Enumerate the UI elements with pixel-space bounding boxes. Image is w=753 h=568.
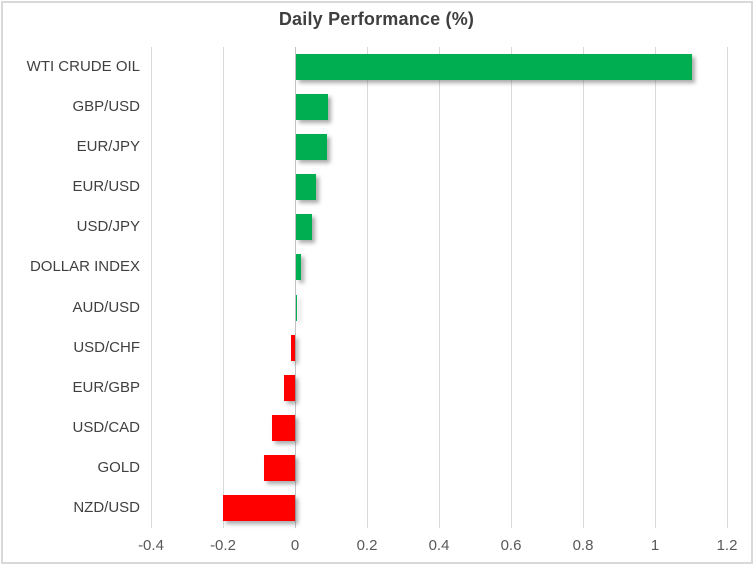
category-label: EUR/USD	[72, 178, 140, 195]
bar-usd-cad	[272, 415, 295, 441]
x-tick-label: 0.8	[572, 537, 594, 554]
bar-usd-jpy	[296, 214, 312, 240]
zero-axis-line	[295, 47, 296, 528]
x-tick-label: 0.6	[500, 537, 522, 554]
category-label: GOLD	[97, 459, 140, 476]
category-label: AUD/USD	[72, 299, 140, 316]
category-label: GBP/USD	[72, 98, 140, 115]
chart-title: Daily Performance (%)	[278, 9, 475, 29]
gridline	[655, 47, 656, 528]
x-tick-label: 0.2	[356, 537, 378, 554]
x-tick-label: 0.4	[428, 537, 450, 554]
bar-gold	[264, 455, 295, 481]
category-label: EUR/JPY	[76, 138, 140, 155]
category-label: NZD/USD	[73, 499, 140, 516]
bar-usd-chf	[291, 335, 295, 361]
x-tick-label: -0.4	[138, 537, 164, 554]
bar-eur-gbp	[284, 375, 295, 401]
bar-wti-crude-oil	[296, 54, 692, 80]
x-tick-label: 1.2	[716, 537, 738, 554]
gridline	[151, 47, 152, 528]
x-tick-label: -0.2	[210, 537, 236, 554]
bar-eur-usd	[296, 174, 316, 200]
gridline	[727, 47, 728, 528]
gridline	[223, 47, 224, 528]
gridline	[511, 47, 512, 528]
gridline	[439, 47, 440, 528]
category-label: USD/JPY	[76, 218, 140, 235]
category-label: WTI CRUDE OIL	[26, 58, 140, 75]
x-tick-label: 0	[290, 537, 300, 554]
category-label: EUR/GBP	[72, 379, 140, 396]
gridline	[583, 47, 584, 528]
bar-dollar-index	[296, 254, 301, 280]
bar-eur-jpy	[296, 134, 327, 160]
bar-gbp-usd	[296, 94, 328, 120]
gridline	[367, 47, 368, 528]
bar-nzd-usd	[223, 495, 295, 521]
category-label: USD/CHF	[73, 339, 140, 356]
category-label: DOLLAR INDEX	[29, 258, 140, 275]
x-tick-label: 1	[650, 537, 660, 554]
category-label: USD/CAD	[72, 419, 140, 436]
bar-aud-usd	[296, 295, 297, 321]
